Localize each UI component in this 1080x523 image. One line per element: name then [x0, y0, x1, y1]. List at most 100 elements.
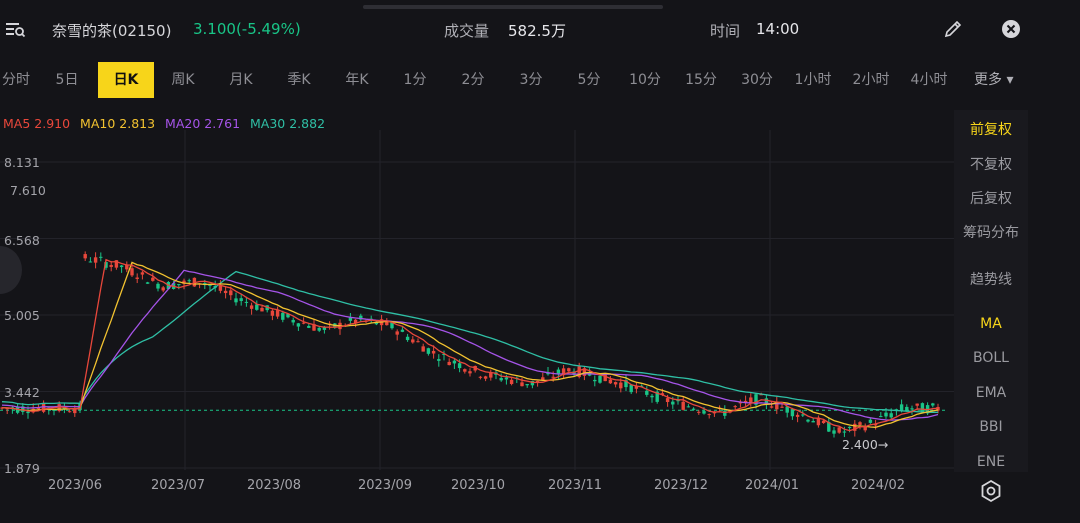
tab-2[interactable]: 日K [98, 62, 154, 98]
ma20-legend: MA20 2.761 [165, 116, 241, 131]
candle-body [754, 394, 758, 405]
candle-body [270, 310, 275, 316]
tab-7[interactable]: 1分 [403, 72, 427, 88]
tab-12[interactable]: 15分 [685, 72, 717, 88]
tab-3[interactable]: 周K [171, 72, 195, 88]
candle-body [598, 375, 602, 383]
candle-body [499, 378, 503, 381]
candle-body [244, 301, 249, 303]
candle-body [275, 310, 280, 317]
x-tick-label: 2024/02 [850, 478, 906, 493]
tab-4[interactable]: 月K [229, 72, 253, 88]
adjust-option-3[interactable]: 筹码分布 [963, 225, 1019, 241]
candle-body [884, 412, 888, 417]
candle-body [837, 427, 841, 433]
candle-body [203, 283, 207, 285]
indicator-bbi[interactable]: BBI [979, 419, 1003, 435]
candle-body [182, 280, 186, 284]
x-tick-label: 2023/08 [246, 478, 302, 493]
candle-body [509, 379, 514, 385]
candle-body [619, 382, 623, 389]
candle-body [525, 384, 529, 386]
candle-body [114, 260, 119, 268]
collapse-handle[interactable] [0, 246, 22, 294]
candle-body [915, 403, 919, 406]
candle-body [359, 315, 363, 320]
tab-13[interactable]: 30分 [741, 72, 773, 88]
candle-body [421, 346, 425, 352]
menu-search-icon[interactable] [4, 18, 26, 40]
candle-body [567, 368, 571, 372]
candle-body [769, 406, 774, 408]
candle-body [296, 323, 301, 327]
candle-body [104, 262, 108, 268]
candle-body [156, 283, 160, 289]
candle-body [234, 298, 238, 303]
candle-body [910, 408, 914, 410]
x-tick-label: 2023/10 [450, 478, 506, 493]
x-tick-label: 2023/12 [653, 478, 709, 493]
x-tick-label: 2024/01 [744, 478, 800, 493]
tab-6[interactable]: 年K [345, 72, 369, 88]
volume-label: 成交量 [444, 22, 490, 40]
candle-body [650, 395, 654, 398]
candle-body [686, 406, 691, 408]
candle-body [322, 327, 327, 330]
x-tick-label: 2023/07 [150, 478, 206, 493]
candle-body [442, 353, 446, 355]
candle-body [83, 254, 87, 259]
tab-16[interactable]: 4小时 [910, 72, 948, 88]
tab-14[interactable]: 1小时 [794, 72, 832, 88]
y-tick-label: 7.610 [10, 183, 46, 198]
more-label: 更多 [974, 72, 1002, 88]
candle-body [452, 360, 457, 364]
candle-body [868, 419, 873, 423]
indicator-ma[interactable]: MA [980, 316, 1002, 332]
drag-handle[interactable] [363, 5, 663, 9]
y-tick-label: 6.568 [4, 233, 40, 248]
candle-body [125, 264, 129, 270]
candle-body [317, 327, 321, 331]
close-icon[interactable] [1000, 18, 1022, 40]
candle-body [905, 406, 909, 411]
candle-body [286, 313, 290, 318]
tab-15[interactable]: 2小时 [852, 72, 890, 88]
indicator-ene[interactable]: ENE [976, 454, 1006, 470]
tab-10[interactable]: 5分 [577, 72, 601, 88]
y-tick-label: 3.442 [4, 385, 40, 400]
pencil-icon[interactable] [942, 18, 964, 40]
candle-body [41, 403, 46, 412]
adjust-option-1[interactable]: 不复权 [970, 157, 1012, 173]
candle-body [697, 411, 701, 413]
candle-body [556, 369, 561, 375]
candle-body [676, 400, 680, 402]
candle-body [655, 391, 659, 402]
candle-body [811, 421, 815, 423]
trendline-option[interactable]: 趋势线 [970, 272, 1012, 288]
candle-body [145, 282, 150, 284]
candle-body [109, 265, 113, 267]
tab-5[interactable]: 季K [287, 72, 311, 88]
settings-icon[interactable] [978, 478, 1004, 504]
tab-0[interactable]: 分时 [2, 72, 30, 88]
candle-body [161, 287, 165, 291]
ma10-line [1, 261, 939, 428]
candle-body [816, 417, 821, 426]
tab-1[interactable]: 5日 [55, 72, 79, 88]
candle-body [130, 268, 134, 276]
adjust-option-2[interactable]: 后复权 [970, 191, 1012, 207]
candle-body [208, 284, 212, 286]
more-button[interactable]: 更多 ▾ [974, 72, 1014, 88]
candle-body [671, 401, 675, 405]
candle-body [899, 404, 904, 410]
kline-chart[interactable] [0, 100, 955, 500]
tab-8[interactable]: 2分 [461, 72, 485, 88]
candle-body [795, 414, 800, 417]
y-tick-label: 5.005 [4, 308, 40, 323]
indicator-ema[interactable]: EMA [975, 385, 1007, 401]
candle-body [785, 406, 789, 413]
indicator-boll[interactable]: BOLL [973, 350, 1009, 366]
adjust-option-0[interactable]: 前复权 [970, 122, 1012, 138]
tab-9[interactable]: 3分 [519, 72, 543, 88]
tab-11[interactable]: 10分 [629, 72, 661, 88]
